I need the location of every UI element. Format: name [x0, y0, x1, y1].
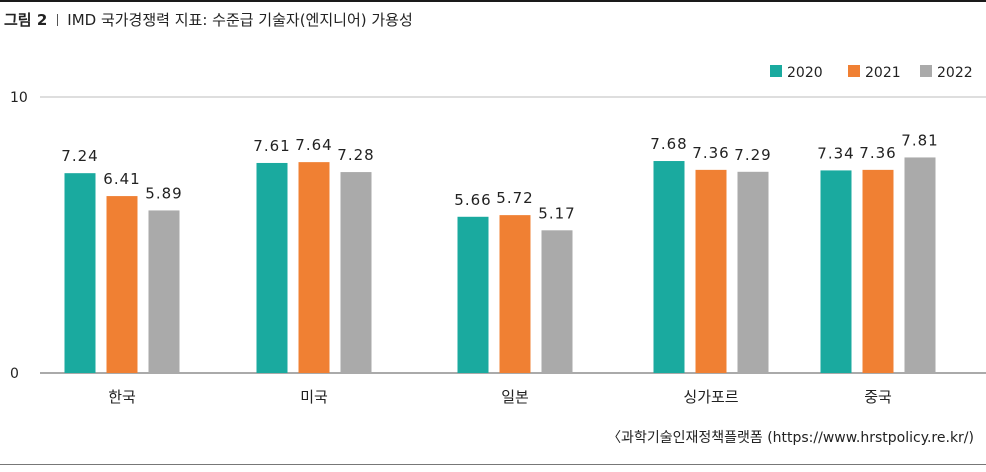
title-separator	[57, 14, 59, 26]
bar	[148, 210, 180, 373]
y-tick-label: 0	[10, 366, 19, 382]
source-note: 〈과학기술인재정책플랫폼 (https://www.hrstpolicy.re.…	[607, 430, 974, 446]
value-labels: 7.24 6.41 5.89 7.61 7.64 7.28 5.66 5.72 5.17 7.68…	[61, 131, 938, 222]
bottom-rule	[0, 464, 986, 465]
bar	[904, 157, 936, 373]
category-label: 일본	[501, 388, 529, 406]
y-axis-ticks: 0 10	[10, 90, 28, 382]
bar	[106, 196, 138, 373]
data-label: 7.61	[253, 137, 290, 155]
bar	[695, 169, 727, 373]
data-label: 7.64	[295, 136, 332, 154]
bar	[64, 173, 96, 373]
category-labels: 한국 미국 일본 싱가포르 중국	[108, 388, 892, 406]
legend-label: 2022	[937, 65, 973, 81]
data-label: 5.72	[496, 189, 533, 207]
figure-label: 그림 2	[4, 11, 48, 29]
category-label: 미국	[300, 388, 328, 406]
data-label: 7.36	[692, 144, 729, 162]
data-label: 7.28	[337, 146, 374, 164]
legend-swatch	[920, 65, 932, 77]
figure-title: 그림 2 IMD 국가경쟁력 지표: 수준급 기술자(엔지니어) 가용성	[4, 9, 413, 30]
category-label: 중국	[864, 388, 892, 406]
data-label: 5.17	[538, 204, 575, 222]
bar	[541, 230, 573, 373]
legend-label: 2021	[865, 65, 901, 81]
bar	[298, 162, 330, 373]
bar	[457, 216, 489, 373]
category-label: 한국	[108, 388, 136, 406]
legend-swatch	[848, 65, 860, 77]
bar	[256, 162, 288, 373]
bar	[862, 169, 894, 373]
data-label: 6.41	[103, 170, 140, 188]
bar	[820, 170, 852, 373]
bar	[499, 215, 531, 373]
bars	[64, 157, 936, 373]
legend-label: 2020	[787, 65, 823, 81]
bar	[340, 172, 372, 373]
data-label: 7.24	[61, 147, 98, 165]
top-rule	[0, 0, 986, 2]
data-label: 5.66	[454, 191, 491, 209]
y-tick-label: 10	[10, 90, 28, 106]
category-label: 싱가포르	[683, 388, 738, 406]
data-label: 5.89	[145, 184, 182, 202]
figure-title-text: IMD 국가경쟁력 지표: 수준급 기술자(엔지니어) 가용성	[67, 11, 413, 29]
data-label: 7.34	[817, 144, 854, 162]
bar	[653, 161, 685, 373]
data-label: 7.36	[859, 144, 896, 162]
data-label: 7.68	[650, 135, 687, 153]
legend-swatch	[770, 65, 782, 77]
data-label: 7.29	[734, 146, 771, 164]
bar	[737, 171, 769, 373]
legend: 2020 2021 2022	[770, 65, 973, 81]
data-label: 7.81	[901, 131, 938, 149]
